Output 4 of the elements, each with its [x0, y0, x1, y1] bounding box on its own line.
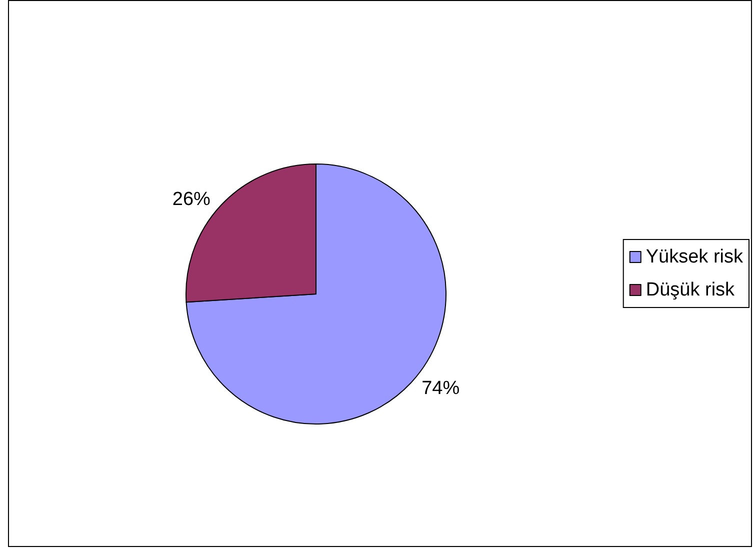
legend-label: Düşük risk [646, 280, 736, 300]
legend-label: Yüksek risk [646, 246, 744, 268]
data-label: 74% [422, 378, 460, 399]
data-label: 26% [172, 189, 211, 210]
